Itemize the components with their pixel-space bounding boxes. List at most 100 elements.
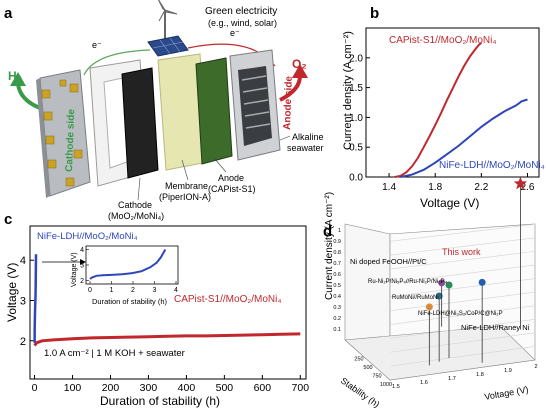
anode-side-label: Anode side: [282, 75, 295, 130]
cathode-plate: [121, 67, 159, 179]
plot-b-frame: [365, 27, 540, 178]
plot-d-gridline: [389, 332, 536, 353]
panel-c-letter: c: [4, 211, 12, 228]
plot-b-ytick-label: 0.0: [349, 173, 363, 184]
plot-d-ylabel: Current density (A cm⁻²): [324, 192, 335, 300]
plot-d-point-label: NiFe-LDH@Ni₃S₂/CoP/C@Ni₂P: [418, 311, 503, 317]
plot-c-xtick-label: 200: [102, 382, 120, 394]
plot-c-legend-blue: NiFe-LDH//MoO₂/MoNi₄: [37, 231, 138, 242]
plot-d-cd-tick-label: 0.8: [333, 250, 341, 256]
inset-xtick-label: 0: [88, 287, 92, 294]
plot-c-annotation: 1.0 A cm⁻² | 1 M KOH + seawater: [44, 348, 185, 359]
plot-d-point-label: Ru-Ni₂P/Ni₅P₄//Ru-Ni₂P/Ni₅P₄: [368, 279, 448, 285]
panel-b-letter: b: [370, 5, 379, 22]
plot-c-xtick-label: 700: [292, 382, 310, 394]
plot-d-cd-tick-label: 0.4: [333, 294, 341, 300]
panel-b: b 1.4 1.8 2.2 2.6 0.0 0.5 1.0 1.5 2.0 Current de…: [342, 5, 545, 210]
plot-d-stability-tick-label: 1000: [380, 382, 392, 388]
plot-d-point-label: RuMoNi//RuMoNi: [392, 295, 439, 301]
plot-d-stability-tick-label: 500: [363, 365, 372, 371]
plot-b-ytick-label: 1.5: [349, 83, 363, 94]
anode-plate: [195, 57, 233, 165]
plot-d-cd-tick-label: 0.2: [333, 316, 341, 322]
plot-d-gridline: [389, 305, 536, 325]
plot-d-cd-tick-label: 0.1: [333, 327, 341, 333]
plot-d-cd-tick-label: 0.6: [333, 272, 341, 278]
anode-label: Anode: [218, 173, 244, 183]
inset-pointer-arrowhead-icon: [80, 259, 86, 265]
plot-d-gridline: [389, 318, 536, 339]
plot-d-point-label: This work: [442, 247, 481, 257]
plot-c-xtick-label: 300: [140, 382, 158, 394]
plot-c-series-line-0: [33, 332, 301, 347]
plot-d-cd-tick-label: 0.7: [333, 261, 341, 267]
plot-c-frame: [29, 225, 307, 380]
plot-c-legend-red: CAPist-S1//MoO₂/MoNi₄: [174, 294, 281, 305]
plot-d-cd-tick-label: 0.5: [333, 283, 341, 289]
o2-arrow-icon: [279, 75, 302, 102]
wire-left: [83, 49, 151, 76]
plot-d-xlabel: Stability (h): [339, 375, 382, 409]
plot-d-voltage-tick-label: 1.5: [392, 384, 400, 390]
plot-b-ytick-label: 1.0: [349, 113, 363, 124]
membrane-sub-label: (PiperION-A): [159, 192, 211, 202]
plot-d-voltage-tick-label: 1.7: [448, 376, 456, 382]
plot-d-cd-tick-label: 0.9: [333, 239, 341, 245]
plot-d-gridline: [389, 264, 536, 284]
plot-d-gridline: [389, 223, 536, 242]
plot-d-points: This work Ni doped FeOOH//Pt/C Ru-Ni₂P/Ni₅…: [350, 176, 530, 366]
inset-ylabel: Voltage (V): [71, 252, 78, 287]
anode-sub-label: (CAPist-S1): [208, 184, 256, 194]
plot-b-series-line-0: [394, 42, 482, 178]
panel-a: a Green electricity (e.g., wind, solar) …: [4, 0, 324, 221]
plot-c-xtick-label: 600: [254, 382, 272, 394]
inset-xtick-label: 1: [110, 287, 114, 294]
plot-d-gridline: [389, 291, 536, 311]
plot-d-gridline: [389, 278, 536, 298]
plot-b-series-line-1: [400, 98, 528, 178]
plot-d-point-label: Ni doped FeOOH//Pt/C: [350, 257, 427, 266]
bolt-icons: [41, 79, 83, 187]
plot-b-xtick-label: 2.6: [521, 182, 535, 193]
plot-c-ytick-label: 4: [20, 255, 26, 267]
plot-b-xtick-label: 1.8: [428, 182, 442, 193]
inset-xtick-label: 4: [174, 287, 178, 294]
inset-xtick-label: 3: [153, 287, 157, 294]
inset-xlabel: Duration of stability (h): [92, 297, 168, 306]
cathode-sub-label: (MoO₂/MoNi₄): [108, 211, 164, 221]
anode-end-plate: [229, 49, 281, 161]
panel-d-letter: d: [323, 223, 332, 240]
plot-c-ylabel: Voltage (V): [5, 263, 19, 322]
plot-d-voltage-tick-label: 2: [534, 364, 537, 370]
plot-c-ytick-label: 3: [20, 295, 26, 307]
energy-label: Green electricity: [205, 6, 277, 17]
plot-b-ytick-label: 0.5: [349, 143, 363, 154]
cathode-end-plate: [36, 69, 91, 198]
inset-ytick-label: 3: [80, 263, 84, 270]
plot-d-point-label: NiFe-LDH//Raney Ni: [461, 323, 530, 332]
plot-c-series: [33, 254, 301, 347]
plot-b-ytick-label: 2.0: [349, 53, 363, 64]
plot-c-xlabel: Duration of stability (h): [100, 394, 220, 408]
plot-d-voltage-tick-label: 1.9: [504, 368, 512, 374]
plot-b-xtick-label: 1.4: [382, 182, 396, 193]
energy-sub-label: (e.g., wind, solar): [208, 18, 277, 28]
plot-d-voltage-tick-label: 1.8: [476, 372, 484, 378]
plot-b-xlabel: Voltage (V): [420, 196, 479, 210]
plot-d-voltage-tick-label: 1.6: [420, 380, 428, 386]
plot-b-ylabel: Current density (A cm⁻²): [342, 31, 354, 150]
cathode-label: Cathode: [118, 200, 152, 210]
plot-d-cd-tick-label: 0.3: [333, 305, 341, 311]
inset-ytick-label: 4: [80, 247, 84, 254]
plot-c-ytick-label: 2: [20, 336, 26, 348]
plot-c-xtick-label: 0: [32, 382, 38, 394]
plot-d-gridline: [389, 251, 536, 270]
h2-label: H₂: [8, 69, 22, 83]
plot-b-series: [394, 42, 528, 178]
electrolyte-sub-label: seawater: [287, 143, 324, 153]
plot-b-legend-blue: NiFe-LDH//MoO₂/MoNi₄: [439, 160, 545, 171]
plot-d-point: [445, 281, 453, 289]
